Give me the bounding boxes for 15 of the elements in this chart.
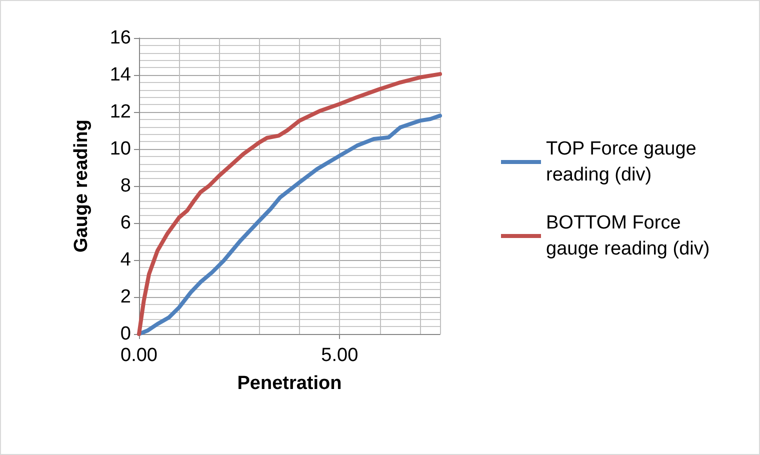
- y-tick-label: 8: [120, 176, 131, 196]
- y-tick-label: 12: [110, 102, 131, 122]
- y-tick-label: 10: [110, 138, 131, 160]
- y-tick-label: 16: [110, 28, 131, 48]
- y-axis-title: Gauge reading: [71, 119, 92, 253]
- y-tick-label: 6: [120, 212, 131, 234]
- legend-label: BOTTOM Force gauge reading (div): [546, 212, 710, 260]
- x-tick-label: 5.00: [321, 345, 358, 366]
- legend-label: TOP Force gauge reading (div): [546, 138, 702, 186]
- y-tick-label: 4: [120, 250, 132, 270]
- y-tick-label: 2: [120, 286, 131, 308]
- y-tick-label: 0: [120, 324, 131, 344]
- x-tick-label: 0.00: [120, 345, 158, 366]
- x-axis-title: Penetration: [237, 373, 342, 394]
- y-tick-label: 14: [110, 64, 132, 86]
